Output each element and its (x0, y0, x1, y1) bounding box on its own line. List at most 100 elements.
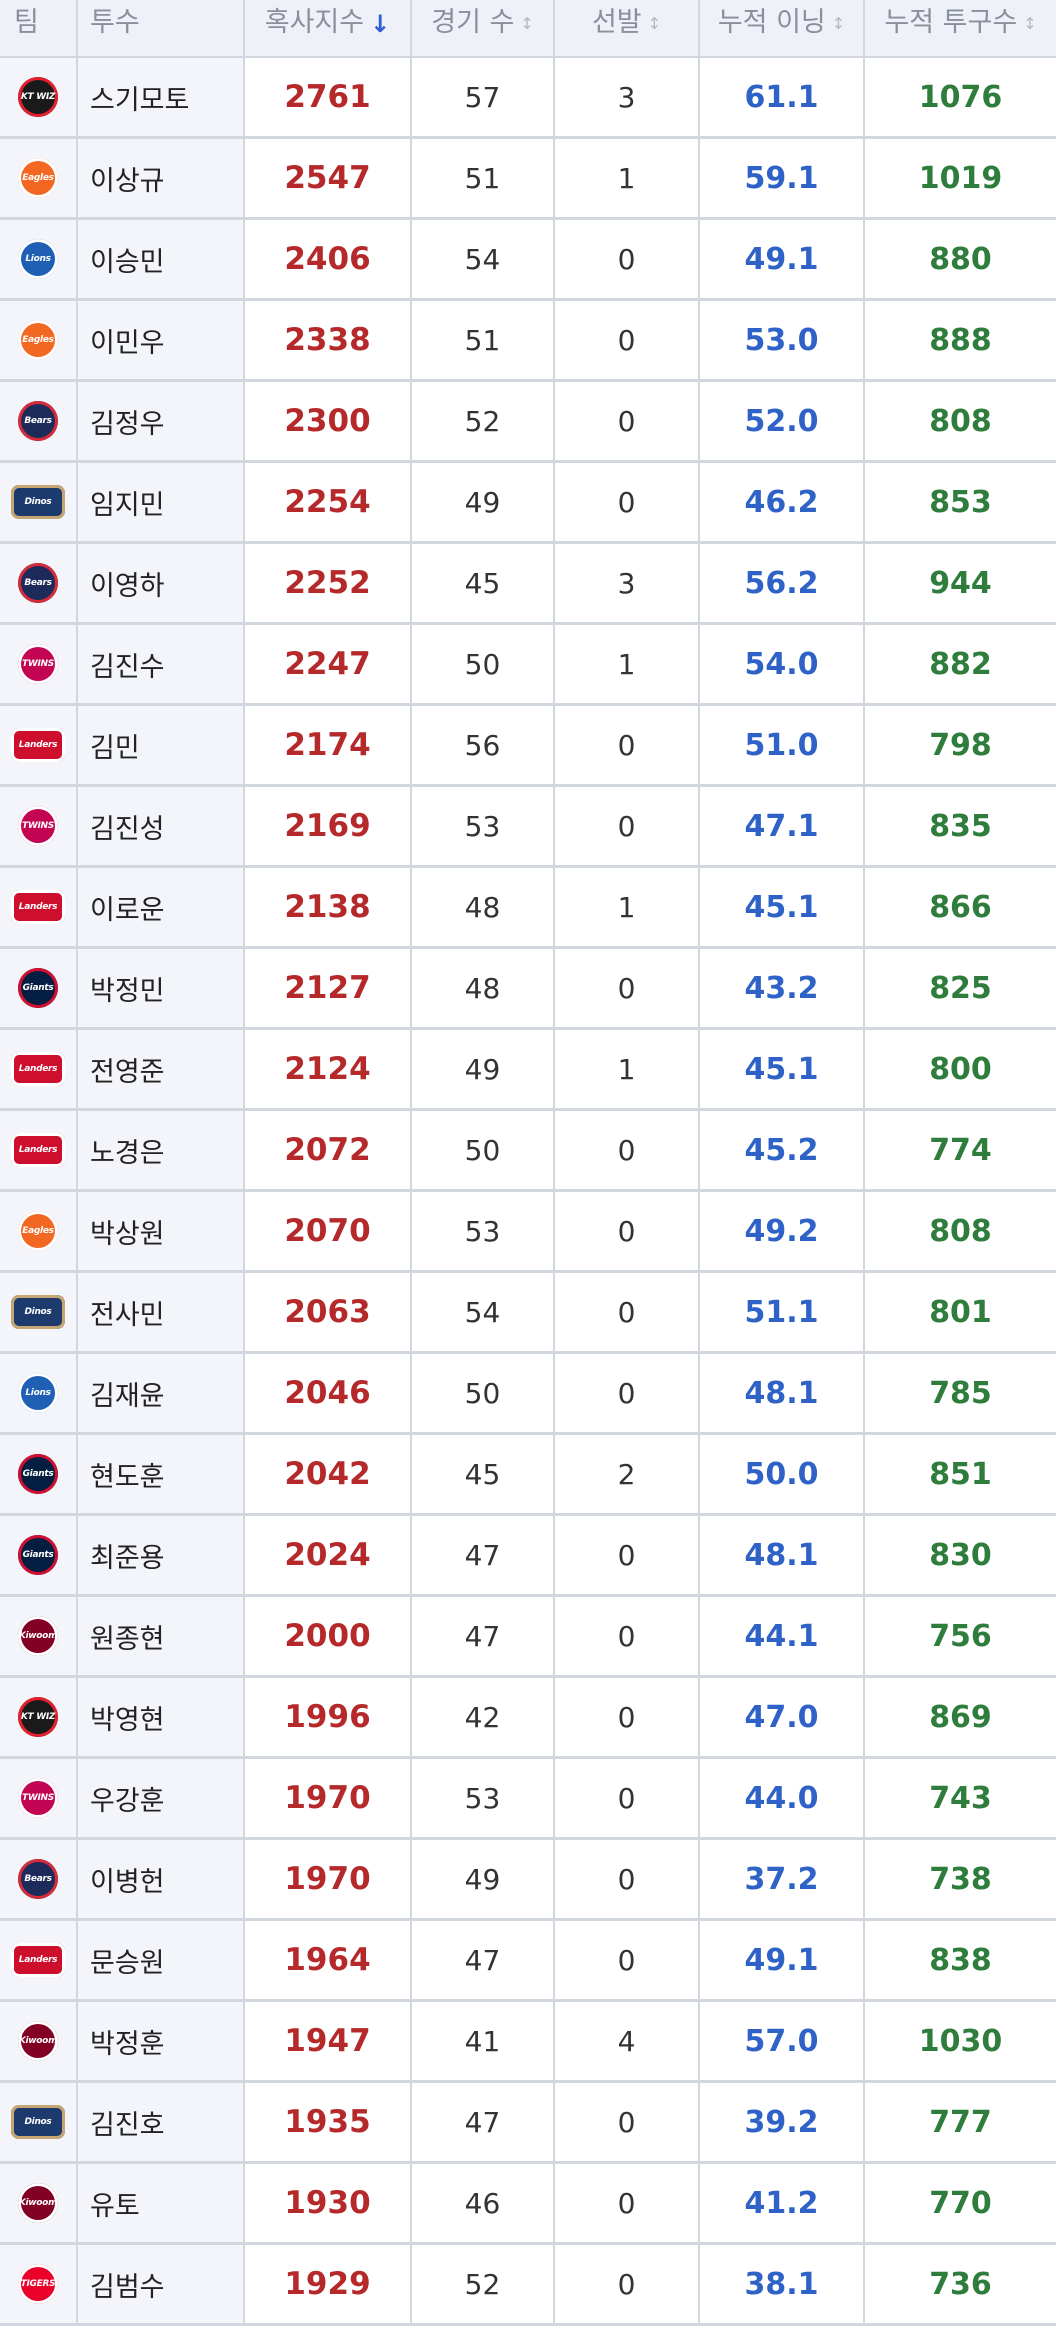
games-count: 46 (410, 2162, 554, 2245)
games-count: 52 (410, 380, 554, 463)
innings-total: 56.2 (698, 542, 864, 625)
pitch-count-total: 808 (863, 1190, 1056, 1273)
games-count: 49 (410, 461, 554, 544)
starts-count: 4 (553, 2000, 699, 2083)
pitcher-name: 김진수 (76, 623, 244, 706)
sort-arrows-icon[interactable]: ↕ (520, 14, 534, 33)
table-row[interactable]: TIGERS 김범수 1929 52 0 38.1 736 (0, 2243, 1056, 2326)
table-row[interactable]: KT WIZ 스기모토 2761 57 3 61.1 1076 (0, 57, 1056, 139)
starts-count: 0 (553, 1109, 699, 1192)
pitch-count-total: 1030 (863, 2000, 1056, 2083)
column-header-pitches-label: 누적 투구수 (884, 7, 1018, 38)
sort-arrows-icon[interactable]: ↕ (1023, 14, 1037, 33)
team-logo-dinos-icon: Dinos (11, 485, 65, 519)
arrow-down-icon[interactable]: ↓ (370, 9, 391, 38)
starts-count: 1 (553, 866, 699, 949)
starts-count: 0 (553, 1595, 699, 1678)
innings-total: 39.2 (698, 2081, 864, 2164)
table-row[interactable]: Eagles 박상원 2070 53 0 49.2 808 (0, 1190, 1056, 1273)
column-header-pitcher-label: 투수 (90, 7, 140, 38)
innings-total: 51.1 (698, 1271, 864, 1354)
pitch-count-total: 866 (863, 866, 1056, 949)
table-row[interactable]: Landers 노경은 2072 50 0 45.2 774 (0, 1109, 1056, 1192)
table-row[interactable]: Landers 이로운 2138 48 1 45.1 866 (0, 866, 1056, 949)
team-cell: KT WIZ (0, 1676, 77, 1759)
overuse-index: 2138 (243, 866, 411, 949)
column-header-pitches[interactable]: 누적 투구수 ↕ (863, 0, 1056, 58)
starts-count: 0 (553, 1190, 699, 1273)
overuse-index: 2169 (243, 785, 411, 868)
team-cell: Giants (0, 947, 77, 1030)
pitcher-name: 전사민 (76, 1271, 244, 1354)
pitcher-name: 김진성 (76, 785, 244, 868)
table-row[interactable]: Landers 문승원 1964 47 0 49.1 838 (0, 1919, 1056, 2002)
starts-count: 0 (553, 1757, 699, 1840)
team-logo-text: Eagles (22, 1226, 54, 1236)
table-row[interactable]: Eagles 이민우 2338 51 0 53.0 888 (0, 299, 1056, 382)
table-row[interactable]: TWINS 김진성 2169 53 0 47.1 835 (0, 785, 1056, 868)
table-row[interactable]: Bears 김정우 2300 52 0 52.0 808 (0, 380, 1056, 463)
pitch-count-total: 835 (863, 785, 1056, 868)
table-row[interactable]: Landers 전영준 2124 49 1 45.1 800 (0, 1028, 1056, 1111)
table-row[interactable]: Dinos 김진호 1935 47 0 39.2 777 (0, 2081, 1056, 2164)
team-logo-kiwoom-icon: Kiwoom (18, 1616, 58, 1656)
overuse-index: 1935 (243, 2081, 411, 2164)
table-row[interactable]: Bears 이병헌 1970 49 0 37.2 738 (0, 1838, 1056, 1921)
table-row[interactable]: TWINS 김진수 2247 50 1 54.0 882 (0, 623, 1056, 706)
column-header-innings[interactable]: 누적 이닝 ↕ (698, 0, 864, 58)
table-row[interactable]: Kiwoom 원종현 2000 47 0 44.1 756 (0, 1595, 1056, 1678)
table-row[interactable]: Giants 박정민 2127 48 0 43.2 825 (0, 947, 1056, 1030)
table-row[interactable]: Kiwoom 유토 1930 46 0 41.2 770 (0, 2162, 1056, 2245)
starts-count: 0 (553, 2081, 699, 2164)
table-row[interactable]: Kiwoom 박정훈 1947 41 4 57.0 1030 (0, 2000, 1056, 2083)
innings-total: 49.1 (698, 1919, 864, 2002)
pitcher-name: 김재윤 (76, 1352, 244, 1435)
starts-count: 1 (553, 137, 699, 220)
pitch-count-total: 944 (863, 542, 1056, 625)
column-header-innings-label: 누적 이닝 (717, 7, 826, 38)
table-row[interactable]: Eagles 이상규 2547 51 1 59.1 1019 (0, 137, 1056, 220)
pitcher-name: 박정민 (76, 947, 244, 1030)
overuse-index: 1996 (243, 1676, 411, 1759)
team-logo-text: Kiwoom (18, 1631, 58, 1641)
pitcher-name: 이상규 (76, 137, 244, 220)
innings-total: 45.2 (698, 1109, 864, 1192)
team-logo-landers-icon: Landers (11, 890, 65, 924)
innings-total: 48.1 (698, 1352, 864, 1435)
pitch-count-total: 888 (863, 299, 1056, 382)
pitch-count-total: 798 (863, 704, 1056, 787)
team-logo-text: Landers (18, 902, 58, 912)
sort-arrows-icon[interactable]: ↕ (831, 14, 846, 33)
table-row[interactable]: KT WIZ 박영현 1996 42 0 47.0 869 (0, 1676, 1056, 1759)
starts-count: 0 (553, 299, 699, 382)
table-row[interactable]: Giants 현도훈 2042 45 2 50.0 851 (0, 1433, 1056, 1516)
innings-total: 51.0 (698, 704, 864, 787)
table-row[interactable]: Dinos 전사민 2063 54 0 51.1 801 (0, 1271, 1056, 1354)
team-logo-text: Kiwoom (18, 2036, 58, 2046)
column-header-games[interactable]: 경기 수 ↕ (410, 0, 554, 58)
team-logo-text: Bears (24, 1874, 52, 1884)
column-header-starts[interactable]: 선발 ↕ (553, 0, 699, 58)
pitcher-name: 현도훈 (76, 1433, 244, 1516)
team-logo-bears-icon: Bears (18, 563, 58, 603)
column-header-index[interactable]: 혹사지수 ↓ (243, 0, 411, 58)
team-logo-text: Dinos (24, 497, 52, 507)
innings-total: 59.1 (698, 137, 864, 220)
starts-count: 3 (553, 542, 699, 625)
team-logo-text: TWINS (22, 659, 54, 669)
team-logo-dinos-icon: Dinos (11, 1295, 65, 1329)
table-row[interactable]: Landers 김민 2174 56 0 51.0 798 (0, 704, 1056, 787)
overuse-index: 1964 (243, 1919, 411, 2002)
sort-arrows-icon[interactable]: ↕ (647, 14, 662, 33)
starts-count: 0 (553, 461, 699, 544)
table-row[interactable]: Giants 최준용 2024 47 0 48.1 830 (0, 1514, 1056, 1597)
pitch-count-total: 869 (863, 1676, 1056, 1759)
table-row[interactable]: Lions 김재윤 2046 50 0 48.1 785 (0, 1352, 1056, 1435)
starts-count: 0 (553, 704, 699, 787)
team-logo-lions-icon: Lions (18, 239, 58, 279)
table-row[interactable]: Dinos 임지민 2254 49 0 46.2 853 (0, 461, 1056, 544)
table-row[interactable]: Bears 이영하 2252 45 3 56.2 944 (0, 542, 1056, 625)
table-row[interactable]: Lions 이승민 2406 54 0 49.1 880 (0, 218, 1056, 301)
table-row[interactable]: TWINS 우강훈 1970 53 0 44.0 743 (0, 1757, 1056, 1840)
games-count: 56 (410, 704, 554, 787)
